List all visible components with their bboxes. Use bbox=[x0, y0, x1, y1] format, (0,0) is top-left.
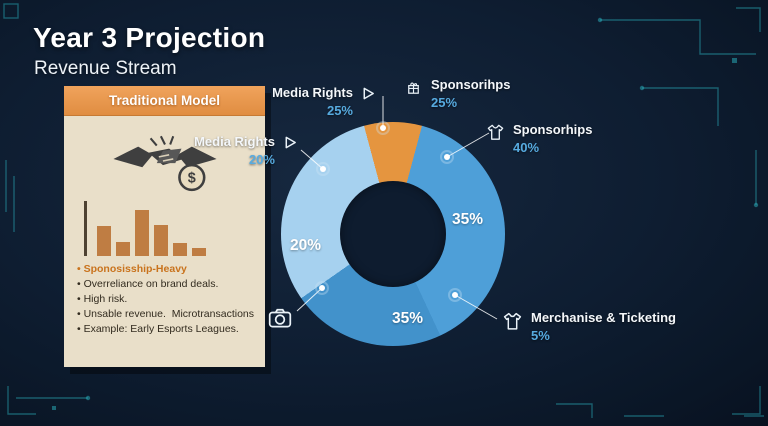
traditional-model-header: Traditional Model bbox=[64, 86, 265, 116]
callout-media-rights-20: Media Rights 20% bbox=[170, 134, 298, 167]
page-title: Year 3 Projection bbox=[33, 22, 266, 53]
callout-value: 20% bbox=[248, 152, 275, 167]
card-bullet-list: Sponosisship-Heavy Overreliance on brand… bbox=[77, 262, 257, 337]
donut-hole bbox=[340, 181, 446, 287]
svg-text:$: $ bbox=[187, 171, 195, 187]
mini-bar bbox=[135, 210, 149, 256]
play-icon bbox=[361, 86, 376, 106]
callout-label: Sponsorhips bbox=[513, 122, 593, 137]
callout-value: 25% bbox=[326, 103, 353, 118]
callout-value: 40% bbox=[513, 140, 540, 155]
tshirt-icon bbox=[486, 123, 505, 147]
callout-label: Media Rights bbox=[272, 85, 353, 100]
segment-label-right: 35% bbox=[452, 211, 484, 228]
bullet-item: Example: Early Esports Leagues. bbox=[77, 322, 257, 337]
callout-merchandise-ticketing: Merchanise & Ticketing 5% bbox=[502, 310, 676, 343]
mini-bar bbox=[97, 226, 111, 256]
page-subtitle: Revenue Stream bbox=[34, 58, 177, 79]
callout-sponsorships-25: Sponsorihps 25% bbox=[404, 77, 510, 110]
bullet-item: High risk. bbox=[77, 292, 257, 307]
callout-media-rights-25: Media Rights 25% bbox=[246, 85, 376, 118]
mini-bar bbox=[116, 242, 130, 256]
play-icon bbox=[283, 135, 298, 155]
bar-chart-axis bbox=[84, 201, 87, 256]
bullet-item: Unsable revenue. Microtransactions bbox=[77, 307, 257, 322]
traditional-model-card: Traditional Model $ Sponosisship-Heavy O… bbox=[64, 86, 265, 367]
callout-sponsorships-40: Sponsorhips 40% bbox=[486, 122, 592, 155]
handshake-dollar-icon: $ bbox=[109, 128, 221, 194]
mini-bar bbox=[192, 248, 206, 256]
segment-label-left: 20% bbox=[290, 237, 322, 254]
mini-bar bbox=[154, 225, 168, 256]
bar-chart-icon bbox=[84, 198, 206, 256]
gift-hands-icon bbox=[404, 78, 423, 102]
bullet-item: Sponosisship-Heavy bbox=[77, 262, 257, 277]
segment-label-bottom: 35% bbox=[392, 310, 424, 327]
callout-label: Media Rights bbox=[194, 134, 275, 149]
callout-label: Sponsorihps bbox=[431, 77, 511, 92]
tshirt-icon bbox=[502, 311, 523, 337]
bullet-item: Overreliance on brand deals. bbox=[77, 277, 257, 292]
callout-value: 25% bbox=[431, 95, 458, 110]
callout-value: 5% bbox=[531, 328, 550, 343]
camera-icon bbox=[267, 306, 293, 337]
callout-label: Merchanise & Ticketing bbox=[531, 310, 676, 325]
mini-bar bbox=[173, 243, 187, 256]
